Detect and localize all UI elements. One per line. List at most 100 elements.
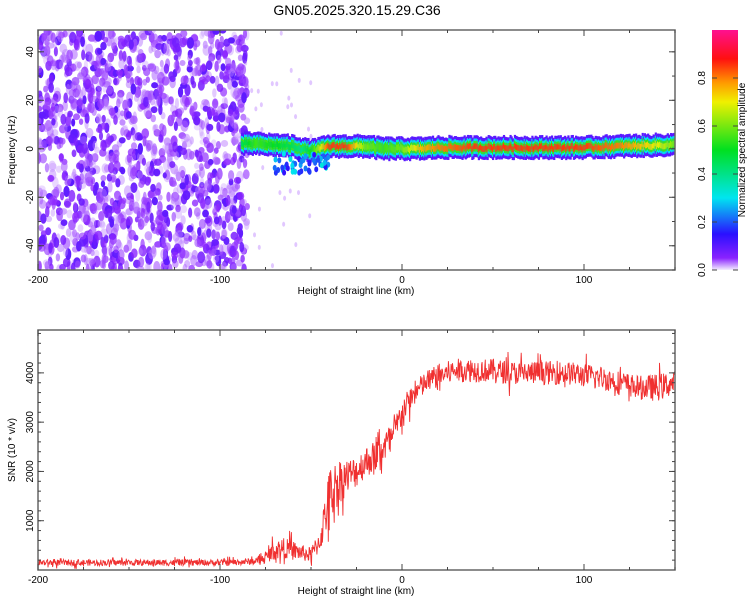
spectrogram-cell	[80, 254, 87, 263]
spectrogram-cell	[80, 132, 88, 145]
spectrogram-cell	[189, 105, 195, 117]
spectrogram-cell	[206, 142, 214, 154]
spectrogram-cell	[63, 185, 70, 198]
snr-ylabel: SNR (10 * v/v)	[7, 418, 18, 482]
spectrogram-cell	[175, 204, 181, 213]
spectrogram-cell	[125, 111, 132, 119]
spectrogram-cell	[52, 186, 60, 199]
spectrogram-cell	[38, 185, 46, 193]
spectrogram-cell	[95, 113, 102, 124]
spectrogram-cell	[95, 127, 103, 134]
spectrogram-cell	[314, 166, 319, 173]
spectrogram-cell	[187, 54, 192, 62]
spectrogram-cell	[44, 162, 50, 173]
spectrogram-cell	[166, 204, 174, 211]
spectrogram-cell	[83, 214, 90, 226]
spectrogram-cell	[193, 116, 201, 126]
spectrogram-cell	[256, 88, 260, 94]
spectrogram-cell	[237, 63, 245, 71]
spectrogram-cell	[100, 174, 107, 182]
spectrogram-cell	[230, 86, 238, 98]
spectrogram-cell	[100, 122, 107, 130]
spectrogram-cell	[240, 198, 247, 206]
spectrogram-cell	[178, 253, 184, 264]
spectrogram-cell	[80, 36, 85, 48]
spectrogram-cell	[105, 63, 112, 72]
spectrogram-cell	[114, 205, 121, 215]
spectrogram-cell	[290, 162, 295, 169]
y-tick-label: 0	[25, 146, 36, 152]
spectrogram-cell	[169, 161, 176, 168]
spectrogram-cell	[211, 108, 216, 116]
spectrogram-cell	[294, 114, 298, 120]
spectrogram-cell	[96, 79, 103, 92]
spectrogram-cell	[45, 215, 53, 223]
spectrogram-cell	[133, 94, 139, 102]
spectrogram-cell	[49, 195, 58, 206]
spectrogram-cell	[197, 226, 202, 236]
spectrogram-cell	[150, 114, 157, 123]
spectrogram-cell	[142, 191, 147, 204]
spectrogram-cell	[105, 30, 113, 39]
spectrogram-cell	[193, 207, 201, 217]
spectrogram-cell	[119, 119, 126, 126]
spectrogram-cell	[257, 244, 261, 250]
spectrogram-cell	[199, 31, 205, 40]
spectrogram-cell	[170, 195, 176, 204]
spectrogram-cell	[143, 67, 151, 77]
spectrogram-cell	[312, 151, 317, 158]
spectrogram-cell	[184, 174, 189, 186]
spectrogram-cell	[188, 235, 193, 242]
spectrogram-cell	[223, 236, 230, 245]
spectrogram-cell	[242, 169, 250, 180]
spectrogram-cell	[222, 71, 230, 80]
colorbar-tick-label: 0.8	[697, 71, 708, 85]
spectrogram-cell	[118, 212, 123, 221]
spectrogram-cell	[63, 123, 68, 134]
spectrogram-cell	[202, 241, 207, 249]
spectrogram-cell	[184, 97, 190, 108]
spectrogram-cell	[84, 113, 90, 124]
spectrogram-cell	[216, 167, 223, 180]
spectrogram-cell	[102, 84, 107, 93]
y-tick-label: 1000	[25, 509, 36, 532]
x-tick-label: -200	[28, 275, 48, 286]
spectrogram-cell	[49, 263, 54, 270]
spectrogram-cell	[153, 124, 159, 132]
spectrogram-cell	[100, 180, 106, 188]
spectrogram-cell	[88, 257, 97, 265]
spectrogram-cell	[60, 137, 66, 145]
spectrogram-cell	[82, 95, 87, 105]
spectrogram-cell	[61, 172, 67, 181]
spectrogram-cell	[150, 106, 158, 114]
spectrogram-cell	[113, 245, 119, 254]
spectrogram-cell	[72, 168, 77, 179]
spectrogram-cell	[148, 249, 156, 260]
spectrogram-cell	[225, 194, 231, 206]
spectrogram-cell	[216, 83, 224, 93]
spectrogram-cell	[281, 150, 286, 157]
spectrogram-cell	[133, 35, 140, 44]
spectrogram-cell	[68, 189, 76, 202]
spectrogram-cell	[74, 260, 81, 269]
colorbar-tick-label: 0.6	[697, 119, 708, 133]
spectrogram-cell	[98, 131, 104, 141]
spectrogram-cell	[201, 98, 209, 106]
spectrogram-cell	[219, 71, 224, 80]
spectrogram-cell	[673, 140, 675, 147]
spectrogram-cell	[66, 209, 73, 219]
spectrogram-cell	[89, 217, 97, 229]
spectrogram-cell	[72, 229, 77, 238]
spectrogram-cell	[246, 89, 250, 95]
y-tick-label: 20	[25, 94, 36, 106]
spectrogram-cell	[179, 37, 187, 48]
spectrogram-cell	[38, 95, 46, 107]
spectrogram-cell	[124, 260, 130, 270]
spectrogram-cell	[154, 49, 161, 59]
spectrogram-cell	[60, 113, 67, 125]
spectrogram-cell	[215, 141, 221, 150]
y-tick-label: 2000	[25, 460, 36, 483]
spectrogram-cell	[244, 203, 250, 210]
spectrogram-cell	[207, 172, 213, 183]
spectrogram-cell	[97, 220, 102, 228]
